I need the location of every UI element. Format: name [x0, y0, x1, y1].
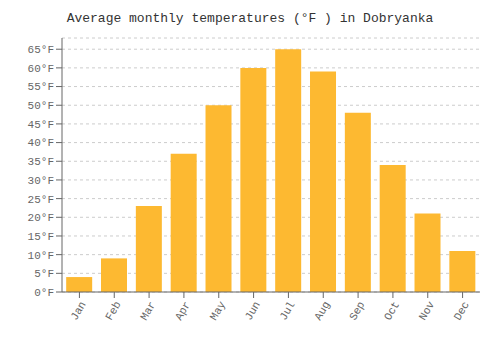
svg-text:35°F: 35°F [28, 156, 54, 168]
svg-text:Mar: Mar [138, 299, 158, 322]
svg-text:Jul: Jul [277, 299, 297, 322]
svg-text:Oct: Oct [382, 299, 402, 322]
svg-text:45°F: 45°F [28, 119, 54, 131]
svg-text:5°F: 5°F [34, 268, 54, 280]
svg-text:Dec: Dec [452, 299, 472, 322]
svg-text:25°F: 25°F [28, 194, 54, 206]
svg-text:Nov: Nov [417, 299, 437, 322]
svg-text:0°F: 0°F [34, 287, 54, 299]
svg-text:60°F: 60°F [28, 63, 54, 75]
svg-text:Feb: Feb [103, 299, 123, 322]
svg-text:50°F: 50°F [28, 100, 54, 112]
svg-text:Apr: Apr [173, 299, 193, 322]
svg-text:Sep: Sep [347, 299, 367, 322]
svg-text:Aug: Aug [312, 299, 332, 322]
svg-text:May: May [208, 299, 228, 322]
svg-text:Jan: Jan [68, 299, 88, 322]
svg-text:Jun: Jun [243, 299, 263, 322]
svg-text:65°F: 65°F [28, 44, 54, 56]
svg-text:20°F: 20°F [28, 212, 54, 224]
html-text:Average monthly temperatures (: Average monthly temperatures (°F ) in Do… [66, 11, 434, 26]
svg-text:30°F: 30°F [28, 175, 54, 187]
svg-text:55°F: 55°F [28, 81, 54, 93]
svg-text:10°F: 10°F [28, 250, 54, 262]
svg-text:15°F: 15°F [28, 231, 54, 243]
svg-text:40°F: 40°F [28, 137, 54, 149]
